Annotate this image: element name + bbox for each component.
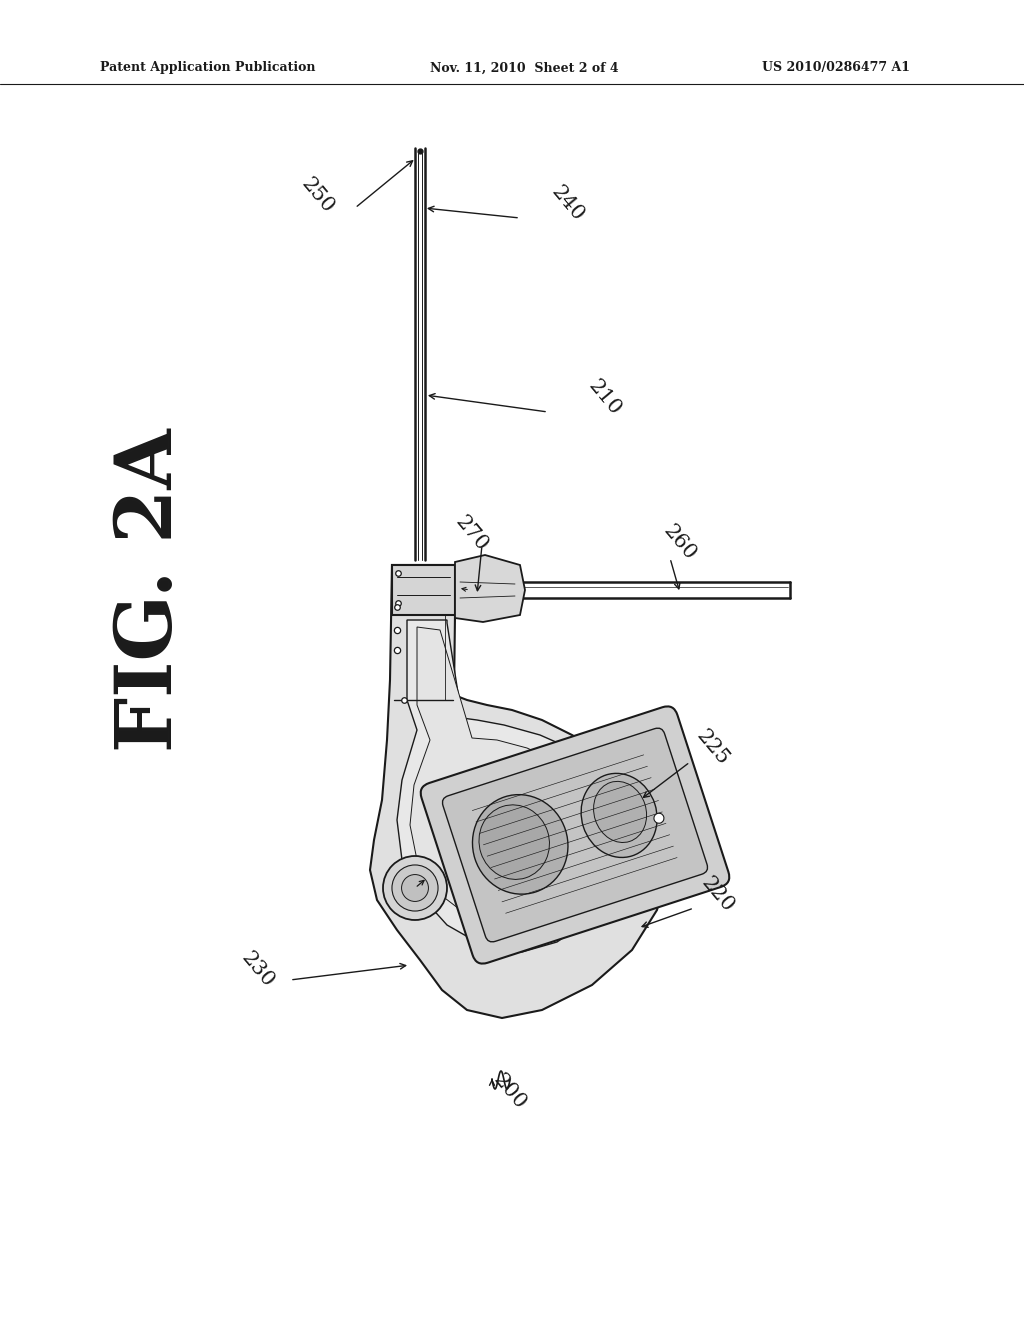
Text: 210: 210 [585, 376, 625, 420]
Text: FIG. 2A: FIG. 2A [112, 428, 188, 752]
Text: 225: 225 [693, 727, 733, 770]
Text: 200: 200 [489, 1071, 530, 1114]
Polygon shape [397, 620, 627, 952]
Text: US 2010/0286477 A1: US 2010/0286477 A1 [762, 62, 910, 74]
Polygon shape [370, 565, 667, 1018]
Text: 270: 270 [452, 512, 493, 556]
Ellipse shape [472, 795, 568, 894]
Circle shape [654, 813, 664, 824]
FancyBboxPatch shape [392, 565, 455, 615]
Text: 230: 230 [238, 949, 279, 991]
Ellipse shape [594, 781, 646, 842]
FancyBboxPatch shape [421, 706, 729, 964]
Text: Nov. 11, 2010  Sheet 2 of 4: Nov. 11, 2010 Sheet 2 of 4 [430, 62, 618, 74]
Text: 220: 220 [698, 874, 738, 916]
Text: Patent Application Publication: Patent Application Publication [100, 62, 315, 74]
Text: 240: 240 [548, 182, 588, 226]
Text: 260: 260 [659, 521, 700, 565]
FancyBboxPatch shape [442, 729, 708, 942]
Circle shape [401, 875, 428, 902]
Circle shape [383, 855, 447, 920]
Text: 250: 250 [298, 174, 338, 218]
Ellipse shape [479, 805, 550, 879]
Polygon shape [455, 554, 525, 622]
Circle shape [392, 865, 438, 911]
Ellipse shape [581, 774, 657, 858]
Polygon shape [410, 627, 602, 925]
